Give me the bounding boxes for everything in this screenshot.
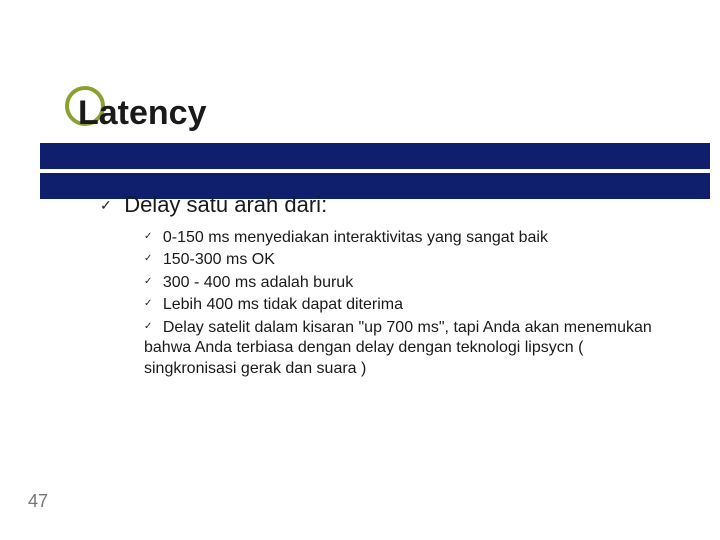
check-icon: ✓ bbox=[144, 273, 152, 289]
list-item: ✓ Delay satelit dalam kisaran "up 700 ms… bbox=[144, 318, 680, 379]
content-area: ✓ Delay satu arah dari: ✓ 0-150 ms menye… bbox=[100, 192, 680, 381]
check-icon: ✓ bbox=[144, 318, 152, 334]
sub-bullet-list: ✓ 0-150 ms menyediakan interaktivitas ya… bbox=[144, 228, 680, 379]
list-item: ✓ 300 - 400 ms adalah buruk bbox=[144, 273, 680, 293]
sub-bullet-text: 0-150 ms menyediakan interaktivitas yang… bbox=[163, 229, 548, 246]
slide-title: Latency bbox=[78, 94, 207, 133]
sub-bullet-text: 150-300 ms OK bbox=[163, 251, 275, 268]
sub-bullet-text: Delay satelit dalam kisaran "up 700 ms",… bbox=[144, 319, 652, 377]
check-icon: ✓ bbox=[100, 192, 112, 218]
slide-root: Latency ✓ Delay satu arah dari: ✓ 0-150 … bbox=[0, 0, 720, 540]
bullet-level1: ✓ Delay satu arah dari: bbox=[100, 192, 680, 218]
bullet-level1-text: Delay satu arah dari: bbox=[124, 192, 327, 217]
check-icon: ✓ bbox=[144, 228, 152, 244]
page-number: 47 bbox=[28, 491, 48, 512]
list-item: ✓ 150-300 ms OK bbox=[144, 250, 680, 270]
list-item: ✓ Lebih 400 ms tidak dapat diterima bbox=[144, 295, 680, 315]
sub-bullet-text: 300 - 400 ms adalah buruk bbox=[163, 274, 353, 291]
check-icon: ✓ bbox=[144, 295, 152, 311]
sub-bullet-text: Lebih 400 ms tidak dapat diterima bbox=[163, 296, 403, 313]
banner-bar-top bbox=[40, 143, 710, 169]
check-icon: ✓ bbox=[144, 250, 152, 266]
list-item: ✓ 0-150 ms menyediakan interaktivitas ya… bbox=[144, 228, 680, 248]
